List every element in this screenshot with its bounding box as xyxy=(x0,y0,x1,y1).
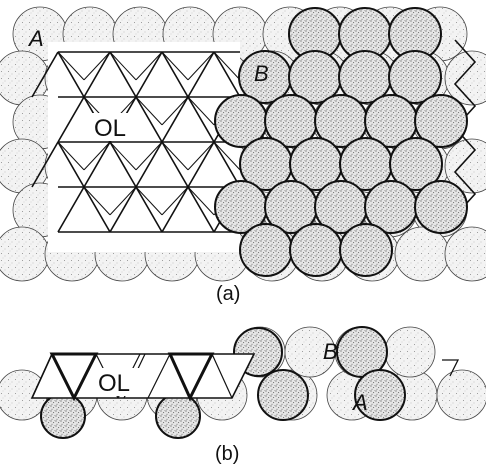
side-edge-mark xyxy=(442,359,460,377)
octa-inner-line xyxy=(161,186,189,216)
label-ol-panel-a: OL xyxy=(94,115,126,142)
side-sphere-dark xyxy=(257,369,309,421)
octa-grid-line xyxy=(187,186,215,233)
side-sphere-dark xyxy=(354,369,406,421)
octa-grid-line xyxy=(83,51,111,98)
side-view-octahedra xyxy=(30,352,256,402)
octa-grid-line xyxy=(109,141,137,188)
side-sphere-light xyxy=(436,369,486,421)
sphere-layer-a xyxy=(444,50,486,106)
label-a-panel-a: A xyxy=(27,26,44,51)
octa-inner-line xyxy=(187,96,215,126)
sphere-layer-b xyxy=(289,223,343,277)
octa-grid-line xyxy=(161,141,189,188)
octahedral-layer-grid xyxy=(31,39,477,252)
octa-grid-line xyxy=(83,186,111,233)
octa-inner-line xyxy=(57,141,85,171)
octa-inner-line xyxy=(187,186,215,216)
label-a-panel-b: A xyxy=(351,390,368,415)
octa-grid-line xyxy=(213,51,241,98)
octa-grid-line xyxy=(187,96,215,143)
side-octa-line xyxy=(51,353,75,399)
ol-label-bg-a xyxy=(92,113,136,141)
sphere-layer-b xyxy=(239,223,293,277)
ol-label-bg-b xyxy=(96,368,142,396)
octa-inner-line xyxy=(83,51,111,81)
label-b-panel-b: B xyxy=(323,339,338,364)
side-octa-line xyxy=(31,353,53,399)
octa-inner-line xyxy=(109,51,137,81)
sphere-layer-a xyxy=(0,226,50,282)
octa-grid-line xyxy=(57,96,85,143)
octa-grid-line xyxy=(109,186,137,233)
side-octa-band xyxy=(30,353,256,399)
sphere-layer-b xyxy=(388,50,442,104)
octa-grid-line xyxy=(213,141,241,188)
panel-a-top-view: A OL B (a) xyxy=(0,6,486,305)
label-ol-panel-b: OL xyxy=(98,370,130,397)
octa-grid-line xyxy=(57,51,85,98)
octa-inner-line xyxy=(135,51,163,81)
octa-grid-line xyxy=(161,51,189,98)
octa-inner-line xyxy=(213,141,241,171)
octa-inner-line xyxy=(161,141,189,171)
octa-grid-line xyxy=(31,51,59,98)
side-octa-line xyxy=(211,353,233,399)
layer-b-spheres xyxy=(214,7,468,277)
sphere-layer-a xyxy=(444,226,486,282)
octa-inner-line xyxy=(83,141,111,171)
label-b-panel-a: B xyxy=(254,61,269,86)
octa-grid-line xyxy=(135,51,163,98)
octa-inner-line xyxy=(187,51,215,81)
panel-b-side-view: OL B A (b) xyxy=(0,326,486,465)
caption-b: (b) xyxy=(215,443,239,465)
octa-inner-line xyxy=(213,51,241,81)
sphere-layer-b xyxy=(414,180,468,234)
octa-inner-line xyxy=(135,141,163,171)
octa-grid-line xyxy=(187,51,215,98)
octa-grid-line xyxy=(31,141,59,188)
octa-grid-line xyxy=(187,141,215,188)
caption-a: (a) xyxy=(216,283,240,305)
sphere-layer-a xyxy=(444,138,486,194)
octa-grid-line xyxy=(161,96,189,143)
octa-grid-line xyxy=(57,141,85,188)
octa-grid-line xyxy=(57,186,85,233)
side-octa-line xyxy=(147,353,171,399)
octa-inner-line xyxy=(187,141,215,171)
octa-grid-line xyxy=(109,51,137,98)
octa-inner-line xyxy=(135,186,163,216)
octa-grid-line xyxy=(161,186,189,233)
octa-inner-line xyxy=(135,96,163,126)
octa-inner-line xyxy=(109,186,137,216)
octa-grid-line xyxy=(135,186,163,233)
octa-inner-line xyxy=(109,141,137,171)
side-sphere-light xyxy=(384,326,436,378)
side-sphere-dark xyxy=(155,393,201,439)
sphere-layer-b xyxy=(339,223,393,277)
octa-inner-line xyxy=(57,51,85,81)
sphere-layer-b xyxy=(414,94,468,148)
octa-inner-line xyxy=(161,51,189,81)
sphere-layer-b xyxy=(389,137,443,191)
octa-grid-line xyxy=(135,96,163,143)
sphere-layer-a xyxy=(394,226,450,282)
octa-grid-line xyxy=(135,141,163,188)
octa-grid-backdrop xyxy=(48,42,240,252)
octa-grid-line xyxy=(83,141,111,188)
octa-inner-line xyxy=(83,186,111,216)
side-sphere-dark xyxy=(40,393,86,439)
octa-inner-line xyxy=(161,96,189,126)
side-octa-line xyxy=(189,353,213,399)
